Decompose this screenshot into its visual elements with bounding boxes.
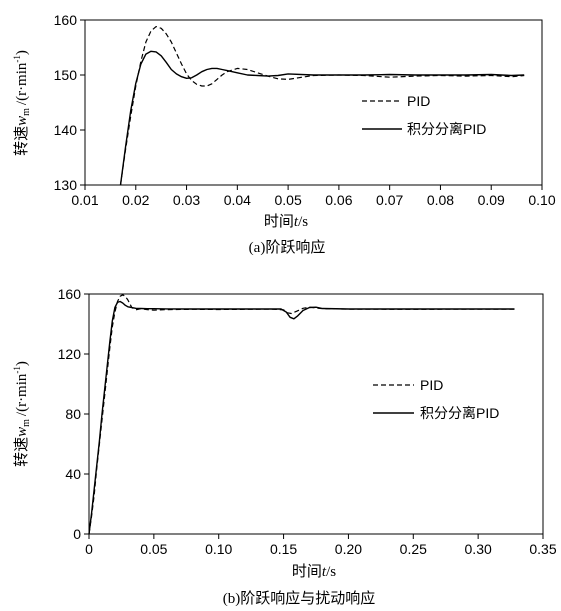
chart-b-xlabel-prefix: 时间 [292, 563, 322, 580]
chart-b-xlabel: 时间t/s [292, 563, 336, 580]
chart-a-ylabel-exp: -1 [12, 55, 22, 63]
chart-a-xlabel-var: t [294, 214, 299, 230]
chart-b-xtick-label: 0.15 [270, 541, 297, 557]
chart-a-xtick-label: 0.09 [478, 192, 505, 208]
chart-b-caption: (b)阶跃响应与扰动响应 [223, 589, 376, 607]
chart-b-ytick-label: 80 [65, 406, 81, 422]
chart-b-xtick-label: 0.05 [140, 541, 167, 557]
chart-a-xtick-label: 0.10 [528, 192, 555, 208]
chart-b-ylabel-var: w [14, 427, 30, 437]
chart-a-ylabel-sub: m [21, 108, 32, 116]
chart-b-xtick-label: 0.25 [400, 541, 427, 557]
chart-a-legend-isp-label: 积分分离PID [407, 121, 486, 137]
chart-a-xtick-label: 0.03 [173, 192, 200, 208]
chart-a-xlabel-prefix: 时间 [264, 213, 294, 230]
chart-b-legend-pid-label: PID [420, 377, 443, 393]
chart-b: 0 0.05 0.10 0.15 0.20 0.25 0.30 0.35 0 40 80 120 160… [12, 286, 557, 607]
chart-a-xtick-label: 0.06 [325, 192, 352, 208]
chart-a-xlabel-unit: /s [298, 214, 308, 230]
chart-a-xlabel: 时间t/s [264, 213, 308, 230]
chart-b-ylabel-prefix: 转速 [13, 437, 30, 467]
chart-b-ytick-label: 40 [65, 466, 81, 482]
chart-b-ytick-label: 160 [58, 286, 82, 302]
chart-a-plot-frame [84, 19, 543, 186]
svg-text:时间t/s: 时间t/s [292, 563, 336, 580]
chart-b-ytick-label: 120 [58, 346, 82, 362]
chart-a-xtick-label: 0.04 [224, 192, 251, 208]
chart-b-ytick-label: 0 [73, 526, 81, 542]
chart-a-caption: (a)阶跃响应 [249, 238, 326, 256]
chart-a: 0.01 0.02 0.03 0.04 0.05 0.06 0.07 0.08 0.09 0.10… [12, 12, 556, 256]
chart-a-ylabel-close: ) [14, 50, 30, 55]
chart-b-series [88, 294, 515, 535]
chart-a-xtick-label: 0.07 [376, 192, 403, 208]
chart-b-ylabel: 转速wm /(r·min-1) [12, 361, 32, 467]
chart-a-xtick-label: 0.08 [427, 192, 454, 208]
chart-b-xtick-label: 0.35 [529, 541, 556, 557]
chart-a-ytick-label: 140 [54, 122, 78, 138]
chart-a-xtick-label: 0.01 [71, 192, 98, 208]
chart-a-legend: PID 积分分离PID [362, 93, 486, 137]
chart-a-ticks: 0.01 0.02 0.03 0.04 0.05 0.06 0.07 0.08 0.09 0.10… [54, 12, 556, 208]
chart-b-ticks: 0 0.05 0.10 0.15 0.20 0.25 0.30 0.35 0 40 80 120 160 [58, 286, 557, 557]
chart-b-xtick-label: 0.10 [205, 541, 232, 557]
chart-a-series [119, 26, 525, 186]
svg-text:时间t/s: 时间t/s [264, 213, 308, 230]
chart-b-ylabel-unit: /(r·min [14, 373, 30, 416]
chart-b-series-integral-separation-pid-line [88, 300, 515, 535]
chart-a-ytick-label: 160 [54, 12, 78, 28]
svg-text:转速wm/(r·min-1): 转速wm /(r·min-1) [12, 361, 32, 467]
chart-a-ytick-label: 150 [54, 67, 78, 83]
chart-b-xtick-label: 0.20 [335, 541, 362, 557]
chart-b-xlabel-unit: /s [326, 564, 336, 580]
chart-a-xtick-label: 0.05 [274, 192, 301, 208]
chart-b-xtick-label: 0.30 [465, 541, 492, 557]
chart-a-ylabel-prefix: 转速 [13, 126, 30, 156]
chart-b-ylabel-exp: -1 [12, 366, 22, 374]
chart-b-xtick-label: 0 [85, 541, 93, 557]
chart-b-legend: PID 积分分离PID [373, 377, 499, 421]
chart-b-ylabel-close: ) [14, 361, 30, 366]
chart-a-ylabel-var: w [14, 116, 30, 126]
chart-a-ylabel-unit: /(r·min [14, 62, 30, 105]
chart-b-xlabel-var: t [322, 564, 327, 580]
chart-a-series-integral-separation-pid-line [119, 50, 525, 186]
chart-a-ylabel: 转速wm /(r·min-1) [12, 50, 32, 156]
chart-a-ytick-label: 130 [54, 177, 78, 193]
chart-b-legend-isp-label: 积分分离PID [420, 405, 499, 421]
chart-a-legend-pid-label: PID [407, 93, 430, 109]
svg-text:转速wm/(r·min-1): 转速wm /(r·min-1) [12, 50, 32, 156]
chart-a-series-pid-line [119, 26, 525, 186]
chart-a-xtick-label: 0.02 [122, 192, 149, 208]
chart-b-ylabel-sub: m [21, 419, 32, 427]
